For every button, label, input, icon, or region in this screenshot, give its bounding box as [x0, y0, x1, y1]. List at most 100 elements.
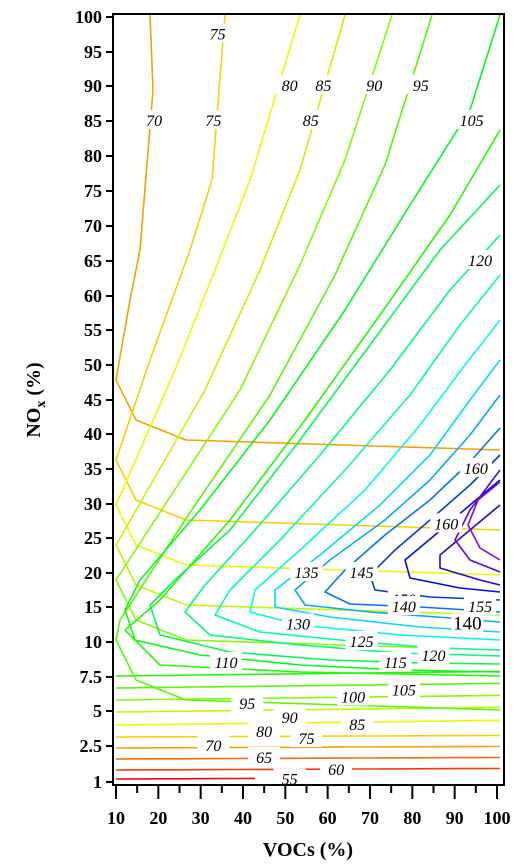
x-tick-label: 90	[446, 808, 464, 828]
y-tick-label: 20	[84, 563, 102, 583]
contour-line-100	[124, 129, 501, 677]
contour-label-bg	[345, 562, 378, 581]
x-tick-label: 80	[403, 808, 421, 828]
contour-label: 60	[328, 762, 344, 779]
contour-label: 85	[349, 717, 365, 734]
contour-line-155	[439, 504, 501, 586]
y-tick-label: 50	[84, 355, 102, 375]
contour-label: 105	[392, 683, 416, 700]
contour-label-bg	[358, 75, 391, 94]
contour-label-bg	[464, 596, 497, 615]
contour-line-165	[467, 481, 501, 561]
contour-line-80	[115, 719, 500, 726]
contour-label-bg	[282, 613, 315, 633]
y-axis-ticks: 1 2.5 5 7.5 10 15 20 25 30 35 40 45 50 55 60 65 70 75 80 85…	[75, 7, 113, 792]
contour-label-bg	[337, 686, 370, 706]
contour-label-bg	[404, 75, 437, 94]
contour-line-85	[115, 14, 501, 616]
contour-label-bg	[320, 759, 353, 778]
contour-label: 100	[341, 689, 365, 706]
y-axis-title-tail: (%)	[23, 362, 45, 400]
contour-label-bg	[307, 75, 340, 94]
contour-line-60	[115, 767, 500, 771]
y-tick-label: 85	[84, 111, 102, 131]
contour-label-bg	[290, 562, 323, 581]
contour-label-bg	[210, 652, 243, 671]
contour-label-bg	[248, 747, 281, 766]
x-tick-label: 30	[192, 808, 210, 828]
contour-label: 80	[282, 78, 298, 95]
x-axis-title: VOCs (%)	[263, 839, 353, 861]
contour-line-95	[115, 14, 501, 711]
contour-line-110	[149, 184, 501, 665]
contour-label: 70	[146, 113, 162, 130]
contour-label-bg	[197, 110, 230, 129]
contour-label: 95	[413, 78, 429, 95]
contour-label: 110	[215, 655, 238, 672]
y-tick-label: 100	[75, 7, 102, 27]
y-tick-label: 25	[84, 528, 102, 548]
y-tick-label: 90	[84, 76, 102, 96]
y-tick-label: 75	[84, 181, 102, 201]
contour-label-bg	[455, 110, 488, 129]
y-axis-title: NOx (%)	[23, 362, 49, 437]
contour-label-bg	[345, 631, 378, 650]
contour-label-bg	[430, 513, 463, 533]
contour-label: 155	[468, 599, 492, 616]
contour-line-150	[404, 479, 501, 593]
y-tick-label: 35	[84, 459, 102, 479]
contour-line-95	[115, 682, 500, 689]
contour-label-bg	[417, 645, 450, 664]
y-tick-label: 70	[84, 216, 102, 236]
contour-line-65	[115, 756, 500, 760]
x-tick-label: 70	[361, 808, 379, 828]
y-axis-title-sub: x	[34, 401, 49, 408]
contour-label: 160	[434, 516, 458, 533]
contour-line-75	[115, 14, 501, 531]
contour-line-160	[454, 469, 501, 573]
contour-label: 90	[366, 78, 382, 95]
contour-label: 70	[205, 738, 221, 755]
x-axis-ticks: 10 20 30 40 50 60 70 80 90 100	[107, 785, 511, 828]
contour-label-bg	[273, 707, 306, 726]
contour-label-bg	[248, 721, 281, 740]
y-tick-label: 10	[84, 632, 102, 652]
contour-line-90	[115, 694, 500, 701]
contour-label-bg	[201, 23, 234, 43]
contour-line-115	[184, 234, 501, 657]
x-tick-label: 10	[107, 808, 125, 828]
contour-label: 140	[392, 599, 416, 616]
y-tick-label: 15	[84, 597, 102, 617]
x-tick-label: 100	[484, 808, 511, 828]
contour-label: 115	[384, 655, 407, 672]
contour-label: 160	[464, 461, 488, 478]
contour-label: 85	[303, 113, 319, 130]
contour-line-55	[115, 777, 256, 780]
contour-label-bg	[341, 714, 374, 733]
y-tick-label: 40	[84, 424, 102, 444]
y-tick-label: 7.5	[80, 667, 103, 687]
contour-line-140	[324, 427, 501, 613]
x-tick-label: 50	[276, 808, 294, 828]
contour-line-90	[115, 14, 501, 651]
contour-label-bg	[138, 110, 171, 129]
contour-label: 130	[286, 617, 310, 634]
contour-label-bg	[197, 735, 230, 754]
x-tick-label: 40	[234, 808, 252, 828]
contour-label-bg	[290, 728, 323, 747]
contour-label: 85	[315, 78, 331, 95]
contour-label: 120	[422, 648, 446, 665]
contour-line-70	[115, 745, 500, 749]
contour-label: 90	[282, 710, 298, 727]
contour-line-125	[249, 319, 501, 641]
contour-label-bg	[294, 110, 327, 129]
contour-label: 120	[468, 253, 492, 270]
contour-line-80	[115, 14, 501, 576]
contour-label: 75	[210, 27, 226, 44]
y-tick-label: 95	[84, 42, 102, 62]
contour-label-bg	[459, 458, 492, 477]
x-tick-label: 20	[149, 808, 167, 828]
contour-label-bg	[387, 679, 420, 699]
contour-labels: 7075758085859095105120160160135145150155…	[138, 23, 497, 789]
